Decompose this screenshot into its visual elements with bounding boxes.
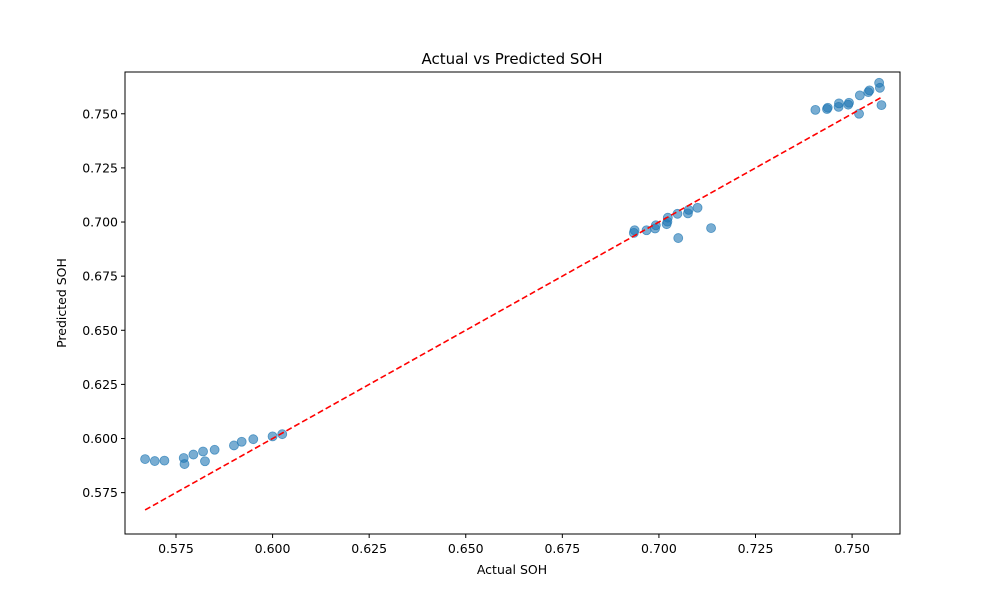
- chart-title: Actual vs Predicted SOH: [421, 50, 602, 68]
- x-tick-label: 0.575: [158, 541, 194, 556]
- plot-frame: [124, 71, 901, 535]
- x-tick-label: 0.700: [641, 541, 677, 556]
- scatter-point: [267, 431, 278, 442]
- plot-area: [124, 71, 901, 535]
- y-tick-label: 0.600: [82, 431, 118, 446]
- scatter-point: [706, 223, 716, 233]
- scatter-point: [188, 449, 199, 460]
- x-axis-label: Actual SOH: [477, 562, 547, 577]
- scatter-point: [834, 98, 844, 109]
- x-tick-label: 0.625: [351, 541, 387, 556]
- y-tick-label: 0.750: [82, 106, 118, 121]
- y-axis-label: Predicted SOH: [54, 258, 69, 348]
- x-tick-label: 0.675: [544, 541, 580, 556]
- scatter-point: [277, 429, 288, 440]
- y-tick-label: 0.675: [82, 269, 118, 284]
- scatter-point: [198, 446, 208, 457]
- scatter-point: [200, 456, 210, 467]
- scatter-point: [822, 102, 833, 113]
- scatter-point: [673, 233, 684, 243]
- scatter-point: [209, 444, 220, 455]
- scatter-point: [875, 82, 885, 93]
- scatter-point: [140, 454, 150, 464]
- reference-line: [144, 96, 882, 511]
- scatter-point: [159, 455, 170, 466]
- scatter-point: [629, 225, 640, 236]
- x-axis-ticks: 0.575 0.600 0.625 0.650 0.675 0.700 0.725 0.750: [158, 534, 870, 556]
- scatter-point: [248, 434, 259, 445]
- x-tick-label: 0.725: [738, 541, 774, 556]
- scatter-point: [149, 456, 160, 466]
- y-tick-label: 0.650: [82, 323, 118, 338]
- scatter-point: [864, 85, 875, 96]
- x-tick-label: 0.600: [255, 541, 291, 556]
- scatter-point: [692, 202, 703, 213]
- x-tick-label: 0.750: [834, 541, 870, 556]
- y-tick-label: 0.725: [82, 160, 118, 175]
- x-tick-label: 0.650: [448, 541, 484, 556]
- y-tick-label: 0.625: [82, 377, 118, 392]
- y-axis-ticks: 0.575 0.600 0.625 0.650 0.675 0.700 0.725 0.750: [82, 106, 125, 500]
- scatter-point: [179, 459, 190, 469]
- scatter-point: [810, 104, 821, 115]
- y-tick-label: 0.575: [82, 485, 118, 500]
- scatter-point: [683, 205, 694, 215]
- y-tick-label: 0.700: [82, 215, 118, 230]
- scatter-point: [844, 97, 854, 108]
- scatter-point: [236, 436, 247, 447]
- scatter-point: [854, 90, 865, 101]
- scatter-point: [876, 100, 887, 111]
- scatter-point: [854, 108, 864, 119]
